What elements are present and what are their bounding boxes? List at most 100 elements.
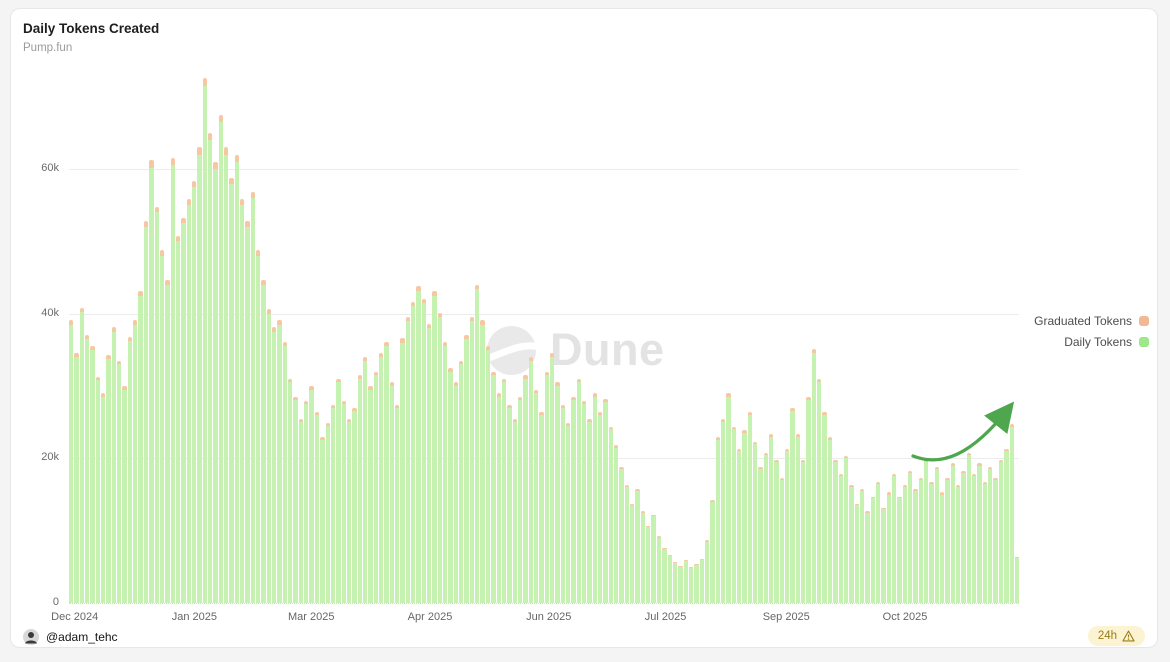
bar xyxy=(512,419,517,603)
bar xyxy=(101,393,106,603)
bar xyxy=(432,291,437,603)
bar xyxy=(378,353,384,603)
time-range-badge[interactable]: 24h xyxy=(1087,626,1145,646)
bar xyxy=(165,280,170,603)
bar xyxy=(918,477,923,603)
bar xyxy=(795,433,801,603)
bar xyxy=(170,158,175,603)
bar xyxy=(448,367,453,603)
bar xyxy=(394,404,400,603)
bar xyxy=(694,564,699,603)
bar xyxy=(881,507,886,603)
author-avatar[interactable] xyxy=(23,629,39,645)
bar xyxy=(966,452,972,603)
bar xyxy=(250,192,256,603)
bar xyxy=(699,558,704,603)
bar xyxy=(614,445,619,603)
y-tick-label: 20k xyxy=(41,451,59,464)
bar xyxy=(972,474,977,603)
bar xyxy=(891,474,897,603)
bar xyxy=(475,284,480,603)
author-attribution: @adam_tehc xyxy=(23,629,118,645)
bar xyxy=(785,448,790,603)
bar xyxy=(651,514,656,603)
bar xyxy=(950,463,956,603)
x-tick-label: Jan 2025 xyxy=(171,611,218,623)
bar xyxy=(790,408,795,603)
bar xyxy=(774,459,779,603)
bar xyxy=(843,456,849,603)
bar xyxy=(149,160,154,603)
legend-label: Graduated Tokens xyxy=(1034,314,1132,328)
bar xyxy=(907,470,913,603)
bar xyxy=(523,375,528,603)
bar xyxy=(897,496,902,603)
bar xyxy=(640,511,646,603)
x-tick-label: Sep 2025 xyxy=(762,611,810,623)
bar xyxy=(582,401,587,603)
bar xyxy=(528,357,533,603)
bar xyxy=(806,396,811,603)
bar xyxy=(122,386,127,603)
bar xyxy=(710,500,715,603)
bar xyxy=(779,477,785,603)
bar xyxy=(341,401,346,603)
bar xyxy=(731,426,736,603)
bar xyxy=(982,481,988,603)
bar xyxy=(587,419,592,603)
bar xyxy=(469,316,475,603)
bar xyxy=(213,161,218,603)
bar xyxy=(758,467,763,603)
bar xyxy=(533,389,539,603)
bar xyxy=(133,320,138,603)
bar xyxy=(977,463,982,603)
y-tick-label: 0 xyxy=(52,596,59,608)
bar xyxy=(886,492,891,603)
bar xyxy=(464,334,469,603)
x-tick-label: Apr 2025 xyxy=(407,611,453,623)
bar xyxy=(384,341,389,603)
bar xyxy=(624,485,630,603)
bar xyxy=(197,147,202,603)
bar xyxy=(416,286,421,603)
bar xyxy=(501,378,507,603)
bar xyxy=(368,386,373,603)
bar xyxy=(560,404,565,603)
trend-arrow-annotation xyxy=(911,401,1015,462)
bar xyxy=(662,547,667,603)
bar xyxy=(234,154,239,603)
x-tick-label: Dec 2024 xyxy=(51,611,99,623)
bar xyxy=(427,323,432,603)
gridline xyxy=(69,169,1019,171)
bar xyxy=(159,250,165,603)
bar xyxy=(181,217,186,603)
bar xyxy=(811,349,817,603)
author-handle[interactable]: @adam_tehc xyxy=(46,630,118,644)
bar xyxy=(261,280,266,603)
bar-chart-plot[interactable] xyxy=(69,76,1020,603)
bar xyxy=(902,485,907,603)
bar xyxy=(619,467,624,603)
bar xyxy=(127,336,133,603)
bar xyxy=(571,396,576,603)
bar xyxy=(555,382,560,603)
bar xyxy=(207,132,213,603)
legend-item-graduated-tokens[interactable]: Graduated Tokens xyxy=(1034,314,1149,328)
legend-item-daily-tokens[interactable]: Daily Tokens xyxy=(1064,335,1149,349)
bar xyxy=(646,525,651,603)
legend-label: Daily Tokens xyxy=(1064,335,1132,349)
bar xyxy=(667,555,672,603)
bar xyxy=(817,378,822,603)
bar xyxy=(592,393,598,603)
bar xyxy=(117,360,122,603)
bar xyxy=(720,419,726,603)
bar xyxy=(106,354,111,603)
bar xyxy=(202,77,207,603)
bar xyxy=(453,382,459,603)
bar xyxy=(934,467,940,603)
bar xyxy=(293,396,298,603)
gridline xyxy=(69,313,1019,315)
bar xyxy=(405,316,410,603)
bar xyxy=(352,408,357,603)
